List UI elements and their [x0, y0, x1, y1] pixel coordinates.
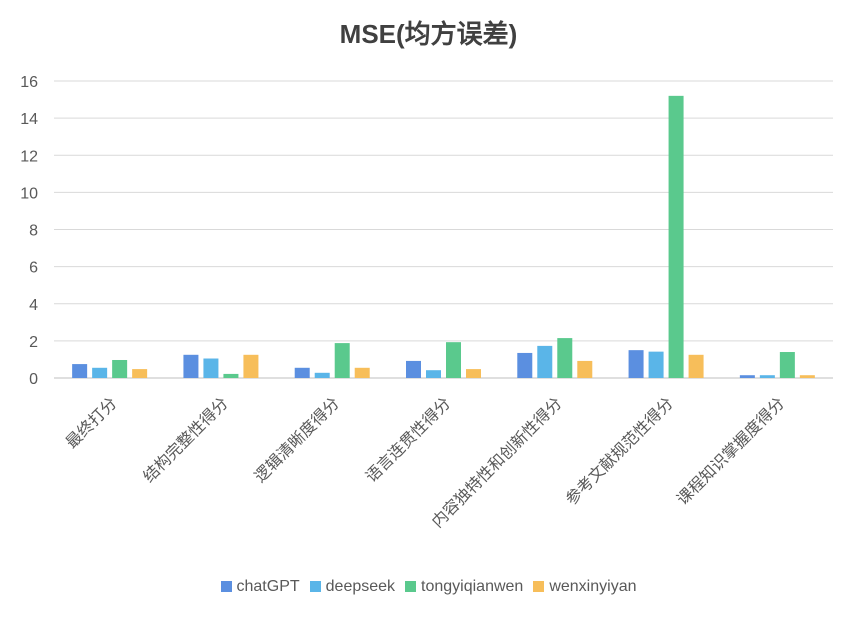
bar-deepseek [314, 372, 330, 378]
bar-chatGPT [628, 350, 644, 378]
bar-wenxinyiyan [243, 354, 259, 378]
legend-item: tongyiqianwen [405, 578, 523, 596]
y-tick-label: 16 [20, 74, 38, 91]
x-tick-label: 最终打分 [62, 393, 121, 452]
bar-tongyiqianwen [223, 373, 239, 378]
bar-deepseek [92, 367, 108, 378]
legend-label: deepseek [325, 578, 396, 595]
legend-swatch [533, 581, 545, 592]
legend-item: deepseek [309, 578, 396, 596]
legend-swatch [405, 581, 417, 592]
x-tick-label: 结构完整性得分 [139, 393, 232, 486]
bar-wenxinyiyan [132, 369, 148, 378]
y-tick-label: 10 [20, 185, 38, 202]
y-tick-label: 0 [29, 371, 38, 388]
bar-wenxinyiyan [799, 375, 815, 378]
bar-deepseek [203, 358, 219, 378]
x-tick-label: 课程知识掌握度得分 [673, 393, 788, 508]
bar-chatGPT [294, 367, 310, 378]
x-tick-label: 参考文献规范性得分 [562, 393, 677, 508]
legend-item: wenxinyiyan [533, 578, 636, 596]
bar-chatGPT [517, 352, 533, 378]
y-tick-label: 14 [20, 111, 38, 128]
bar-tongyiqianwen [779, 352, 795, 378]
x-tick-label: 逻辑清晰度得分 [250, 393, 343, 486]
y-tick-label: 6 [29, 260, 38, 277]
bar-deepseek [426, 370, 441, 378]
chart-title: MSE(均方误差) [339, 19, 518, 49]
bar-tongyiqianwen [557, 338, 573, 378]
legend-label: chatGPT [236, 578, 300, 595]
bar-tongyiqianwen [446, 342, 461, 378]
bar-deepseek [537, 345, 553, 378]
legend-swatch [309, 581, 321, 592]
x-tick-label: 语言连贯性得分 [362, 393, 455, 486]
legend-label: wenxinyiyan [549, 578, 637, 595]
legend-item: chatGPT [220, 578, 300, 596]
y-tick-label: 8 [29, 223, 38, 240]
bar-tongyiqianwen [112, 359, 128, 378]
bar-chatGPT [406, 360, 421, 378]
x-tick-label: 内容独特性和创新性得分 [428, 393, 566, 531]
y-tick-label: 2 [29, 334, 38, 351]
bar-deepseek [648, 351, 664, 378]
bar-deepseek [759, 375, 775, 378]
bar-tongyiqianwen [334, 343, 350, 378]
bar-wenxinyiyan [688, 354, 704, 378]
legend: chatGPT deepseek tongyiqianwen wenxinyiyan [0, 578, 857, 596]
bar-tongyiqianwen [668, 95, 684, 378]
bar-chatGPT [739, 375, 755, 378]
bar-chatGPT [72, 364, 88, 378]
legend-label: tongyiqianwen [421, 578, 524, 595]
y-tick-label: 12 [20, 148, 38, 165]
bar-wenxinyiyan [466, 369, 481, 378]
bar-wenxinyiyan [354, 367, 370, 378]
y-tick-label: 4 [29, 297, 38, 314]
legend-swatch [220, 581, 232, 592]
bar-wenxinyiyan [577, 360, 593, 378]
bar-chatGPT [183, 354, 199, 378]
